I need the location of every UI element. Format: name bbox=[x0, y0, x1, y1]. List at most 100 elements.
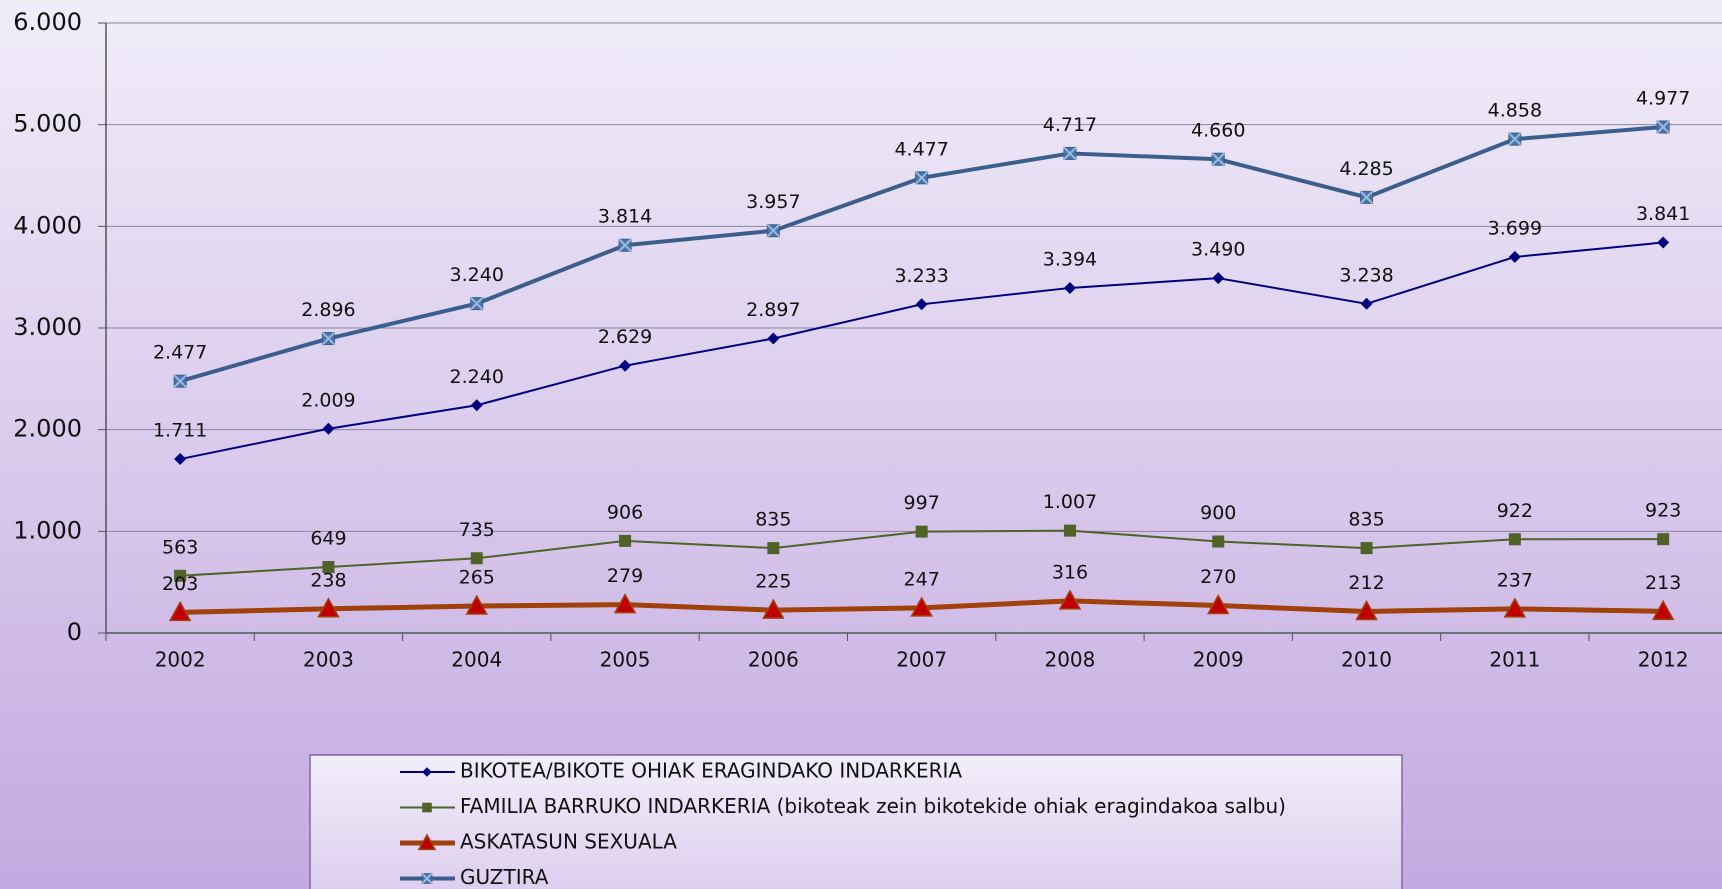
marker bbox=[766, 223, 781, 238]
data-label: 900 bbox=[1200, 502, 1236, 524]
marker bbox=[910, 596, 933, 617]
data-label: 238 bbox=[310, 569, 346, 591]
marker bbox=[470, 296, 484, 311]
marker bbox=[1212, 535, 1225, 548]
legend-box bbox=[309, 754, 1403, 889]
data-label: 1.007 bbox=[1043, 491, 1097, 513]
legend-marker bbox=[422, 802, 432, 813]
data-label: 4.977 bbox=[1636, 88, 1690, 110]
x-tick-label: 2010 bbox=[1341, 648, 1392, 672]
marker bbox=[1359, 190, 1374, 205]
marker bbox=[618, 238, 632, 252]
data-label: 923 bbox=[1645, 500, 1681, 522]
x-tick-label: 2009 bbox=[1193, 648, 1244, 672]
marker bbox=[619, 359, 632, 372]
data-label: 1.711 bbox=[153, 420, 207, 442]
data-label: 3.957 bbox=[746, 191, 800, 213]
marker bbox=[322, 561, 335, 574]
marker bbox=[1508, 533, 1521, 546]
marker-cross bbox=[914, 171, 929, 185]
marker bbox=[1360, 542, 1373, 555]
marker bbox=[1211, 152, 1225, 166]
marker bbox=[1063, 524, 1076, 537]
x-tick-label: 2012 bbox=[1638, 648, 1689, 672]
data-label: 203 bbox=[162, 573, 198, 595]
data-label: 3.238 bbox=[1339, 264, 1393, 286]
marker bbox=[1508, 250, 1521, 263]
x-tick-label: 2011 bbox=[1489, 648, 1540, 672]
data-label: 4.717 bbox=[1043, 114, 1097, 136]
data-label: 3.240 bbox=[450, 264, 504, 286]
y-tick-label: 5.000 bbox=[13, 110, 82, 138]
legend-label: ASKATASUN SEXUALA bbox=[460, 830, 677, 854]
marker bbox=[168, 600, 192, 622]
data-label: 247 bbox=[904, 568, 940, 590]
data-label: 922 bbox=[1497, 500, 1533, 522]
x-tick-label: 2003 bbox=[303, 648, 354, 672]
marker bbox=[1212, 272, 1225, 285]
marker bbox=[1058, 589, 1082, 610]
marker-cross bbox=[1211, 152, 1225, 166]
data-label: 3.490 bbox=[1191, 239, 1245, 261]
y-tick-label: 3.000 bbox=[13, 313, 82, 341]
data-label: 212 bbox=[1348, 572, 1384, 594]
data-label: 4.285 bbox=[1339, 158, 1393, 180]
data-label: 2.629 bbox=[598, 326, 652, 348]
data-label: 237 bbox=[1497, 569, 1533, 591]
marker bbox=[1063, 281, 1076, 294]
data-label: 3.814 bbox=[598, 206, 652, 228]
data-label: 3.233 bbox=[894, 265, 948, 287]
legend-marker bbox=[422, 767, 432, 777]
data-label: 2.477 bbox=[153, 342, 207, 364]
x-tick-label: 2008 bbox=[1044, 648, 1095, 672]
data-label: 225 bbox=[755, 571, 791, 593]
data-label: 906 bbox=[607, 501, 643, 523]
legend-marker bbox=[421, 872, 433, 885]
data-label: 213 bbox=[1645, 572, 1681, 594]
marker-cross bbox=[1359, 190, 1374, 205]
data-label: 265 bbox=[459, 567, 495, 589]
legend-label: BIKOTEA/BIKOTE OHIAK ERAGINDAKO INDARKER… bbox=[460, 759, 962, 783]
marker-cross bbox=[421, 872, 433, 885]
marker bbox=[1656, 120, 1670, 134]
marker bbox=[1206, 594, 1230, 615]
x-tick-label: 2004 bbox=[451, 648, 502, 672]
marker bbox=[915, 525, 928, 538]
data-label: 563 bbox=[162, 536, 198, 558]
marker-cross bbox=[618, 238, 632, 252]
marker bbox=[767, 332, 780, 345]
marker bbox=[915, 298, 928, 311]
marker bbox=[1360, 297, 1373, 310]
data-label: 2.009 bbox=[301, 389, 355, 411]
marker bbox=[321, 331, 336, 346]
marker bbox=[174, 569, 187, 582]
marker bbox=[470, 552, 483, 565]
data-label: 2.896 bbox=[301, 299, 355, 321]
data-label: 4.660 bbox=[1191, 120, 1245, 142]
marker bbox=[1355, 599, 1378, 621]
marker bbox=[173, 374, 187, 388]
data-label: 316 bbox=[1052, 561, 1088, 583]
y-tick-label: 2.000 bbox=[13, 415, 82, 443]
data-label: 735 bbox=[459, 519, 495, 541]
marker bbox=[914, 171, 929, 185]
data-label: 4.858 bbox=[1488, 100, 1542, 122]
marker bbox=[613, 593, 637, 614]
marker-cross bbox=[173, 374, 187, 388]
marker bbox=[619, 534, 632, 547]
marker-cross bbox=[1656, 120, 1670, 134]
y-tick-label: 0 bbox=[67, 618, 82, 646]
marker bbox=[767, 542, 780, 555]
marker-cross bbox=[1063, 146, 1077, 161]
data-label: 3.841 bbox=[1636, 203, 1690, 225]
data-label: 2.897 bbox=[746, 299, 800, 321]
marker bbox=[322, 422, 335, 435]
marker bbox=[465, 594, 489, 615]
legend-marker bbox=[417, 833, 437, 851]
marker bbox=[1657, 533, 1670, 546]
data-label: 270 bbox=[1200, 566, 1236, 588]
marker bbox=[1063, 146, 1077, 161]
data-label: 649 bbox=[310, 528, 346, 550]
